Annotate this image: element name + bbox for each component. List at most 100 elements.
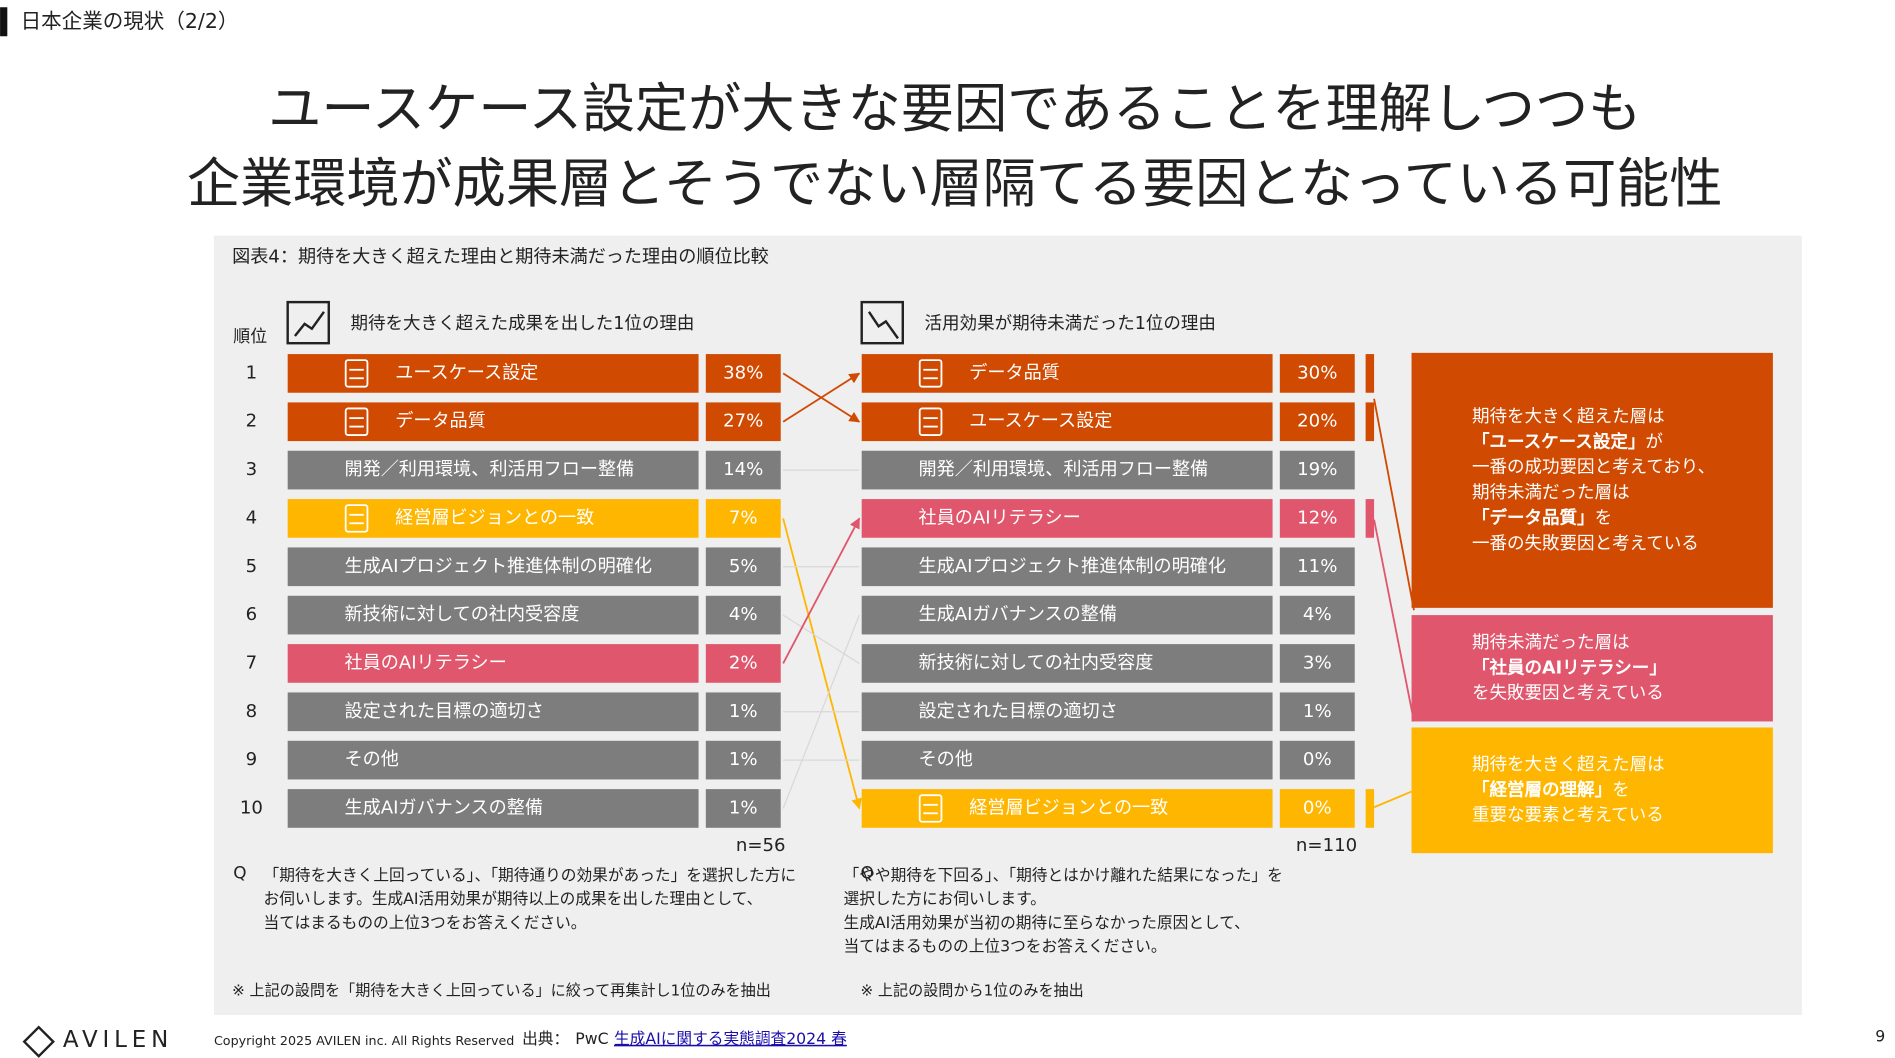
value-label: 0% <box>1303 749 1332 770</box>
highlight-marker <box>1365 499 1375 538</box>
page-number: 9 <box>1875 1026 1885 1045</box>
callout-text: 一番の失敗要因と考えている <box>1472 534 1699 554</box>
figure-caption: 図表4：期待を大きく超えた理由と期待未満だった理由の順位比較 <box>232 246 769 267</box>
reason-label: データ品質 <box>969 362 1060 383</box>
callout-link <box>1373 790 1412 809</box>
callout-box <box>1411 727 1773 854</box>
value-box <box>705 595 781 635</box>
icon-shape <box>344 359 369 388</box>
note: ※ 上記の設問を「期待を大きく上回っている」に絞って再集計し1位のみを抽出 <box>232 981 771 999</box>
rank: 4 <box>246 507 258 528</box>
value-box <box>1279 740 1355 780</box>
callout-line: 期待未満だった層は <box>1472 483 1630 503</box>
value-label: 27% <box>723 411 763 432</box>
value-box <box>705 644 781 683</box>
reason-bar <box>287 547 699 587</box>
source-link[interactable]: 生成AIに関する実態調査2024 春 <box>614 1029 847 1048</box>
reason-label: 生成AIガバナンスの整備 <box>344 797 542 818</box>
icon-shape <box>344 504 369 533</box>
value-box <box>705 692 781 732</box>
highlight-marker <box>1365 789 1375 828</box>
reason-bar <box>861 740 1273 780</box>
value-box <box>705 402 781 442</box>
callout-strong: 「社員のAIリテラシー」 <box>1472 657 1667 678</box>
callout-line: 期待未満だった層は <box>1472 633 1630 653</box>
callout-text: が <box>1645 432 1663 452</box>
heading-icon <box>860 300 904 345</box>
callout-strong: 「データ品質」 <box>1472 507 1595 528</box>
value-box <box>705 499 781 538</box>
reason-label: 生成AIプロジェクト推進体制の明確化 <box>918 556 1225 577</box>
highlight-marker <box>1365 354 1375 393</box>
logo-mark <box>22 1025 55 1058</box>
reason-label: 新技術に対しての社内受容度 <box>918 652 1153 673</box>
highlight-marker <box>1365 402 1375 442</box>
reason-bar <box>861 547 1273 587</box>
title-line: 企業環境が成果層とそうでない層隔てる要因となっている可能性 <box>187 153 1723 215</box>
callout-text: 一番の成功要因と考えており、 <box>1472 458 1715 478</box>
reason-label: その他 <box>344 749 398 770</box>
connector <box>782 614 860 664</box>
question-line: 「期待を大きく上回っている」、「期待通りの効果があった」を選択した方に <box>264 866 797 885</box>
reason-label: 経営層ビジョンとの一致 <box>395 507 594 528</box>
value-label: 4% <box>1303 604 1332 625</box>
value-box <box>705 450 781 490</box>
copyright: Copyright 2025 AVILEN inc. All Rights Re… <box>214 1033 514 1048</box>
reason-bar <box>861 595 1273 635</box>
reason-icon <box>918 794 943 823</box>
question-mark: Q <box>233 863 246 883</box>
value-label: 2% <box>729 652 758 673</box>
icon-shape <box>918 359 943 388</box>
value-label: 7% <box>729 507 758 528</box>
callout-link <box>1373 519 1415 722</box>
rank: 9 <box>246 749 258 770</box>
reason-bar <box>287 595 699 635</box>
left-heading: 期待を大きく超えた成果を出した1位の理由 <box>351 314 695 334</box>
reason-label: 社員のAIリテラシー <box>918 507 1080 528</box>
reason-label: 設定された目標の適切さ <box>918 701 1117 722</box>
callout-line: 重要な要素と考えている <box>1472 806 1664 826</box>
callout-strong: 「経営層の理解」 <box>1472 779 1612 800</box>
value-label: 1% <box>1303 701 1332 722</box>
value-box <box>1279 450 1355 490</box>
value-box <box>1279 499 1355 538</box>
rank: 1 <box>246 362 258 383</box>
reason-bar <box>861 450 1273 490</box>
value-label: 3% <box>1303 652 1332 673</box>
question-line: 当てはまるものの上位3つをお答えください。 <box>264 913 587 932</box>
callout-line: 「データ品質」を <box>1472 507 1612 528</box>
value-label: 1% <box>729 701 758 722</box>
reason-bar <box>287 450 699 490</box>
connector <box>782 372 861 423</box>
reason-bar <box>861 499 1273 538</box>
reason-label: 開発／利用環境、利活用フロー整備 <box>344 459 634 480</box>
reason-label: 新技術に対しての社内受容度 <box>344 604 579 625</box>
icon-shape <box>344 407 369 436</box>
callout-line: を失敗要因と考えている <box>1472 684 1664 704</box>
value-box <box>1279 402 1355 442</box>
sample-size: n=110 <box>1296 835 1357 856</box>
reason-icon <box>344 407 369 436</box>
value-label: 19% <box>1297 459 1337 480</box>
rank: 5 <box>246 556 258 577</box>
callout-text: を失敗要因と考えている <box>1472 684 1664 704</box>
reason-label: データ品質 <box>395 411 486 432</box>
callout-text: 期待未満だった層は <box>1472 633 1630 653</box>
reason-bar <box>287 740 699 780</box>
question-line: 選択した方にお伺いします。 <box>844 889 1046 908</box>
rank: 6 <box>246 604 258 625</box>
callout-line: 「ユースケース設定」が <box>1472 431 1663 452</box>
callout-line: 期待を大きく超えた層は <box>1472 407 1665 427</box>
reason-label: 経営層ビジョンとの一致 <box>969 797 1168 818</box>
callout-line: 一番の成功要因と考えており、 <box>1472 458 1715 478</box>
reason-icon <box>344 504 369 533</box>
reason-label: 設定された目標の適切さ <box>344 701 543 722</box>
value-label: 38% <box>723 362 763 383</box>
value-box <box>705 789 781 828</box>
logo: AVILEN <box>63 1027 173 1053</box>
source-label: 出典： <box>522 1029 569 1048</box>
reason-icon <box>918 359 943 388</box>
icon-shape <box>918 794 943 823</box>
reason-bar <box>861 692 1273 732</box>
reason-label: 生成AIプロジェクト推進体制の明確化 <box>344 556 651 577</box>
